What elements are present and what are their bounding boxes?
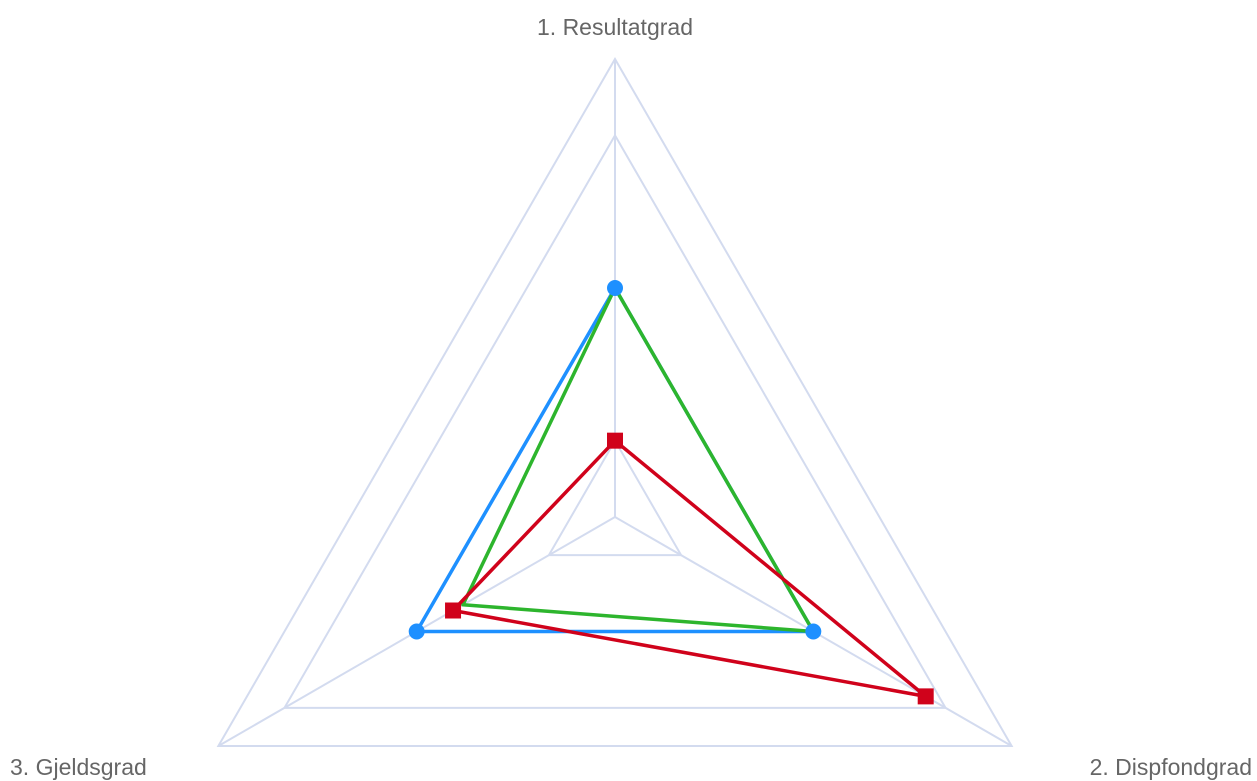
axis-label-gjeldsgrad: 3. Gjeldsgrad <box>10 754 147 780</box>
radar-grid <box>216 57 1014 747</box>
grid-ring-4 <box>216 57 1014 747</box>
grid-ring-1 <box>547 438 683 557</box>
radar-markers <box>408 280 934 705</box>
series-1-point-1 <box>607 280 623 296</box>
series-3-point-3 <box>445 602 462 619</box>
series-3-point-2 <box>917 688 934 705</box>
series-3-point-1 <box>607 432 623 449</box>
axis-label-resultatgrad: 1. Resultatgrad <box>537 14 693 40</box>
axis-label-dispfondgrad: 2. Dispfondgrad <box>1090 754 1252 780</box>
series-1-point-2 <box>805 623 822 640</box>
radar-series <box>414 286 928 699</box>
series-2-line <box>461 286 816 634</box>
series-3-line <box>451 438 928 699</box>
series-1-point-3 <box>408 623 425 640</box>
grid-ring-3 <box>282 133 948 709</box>
